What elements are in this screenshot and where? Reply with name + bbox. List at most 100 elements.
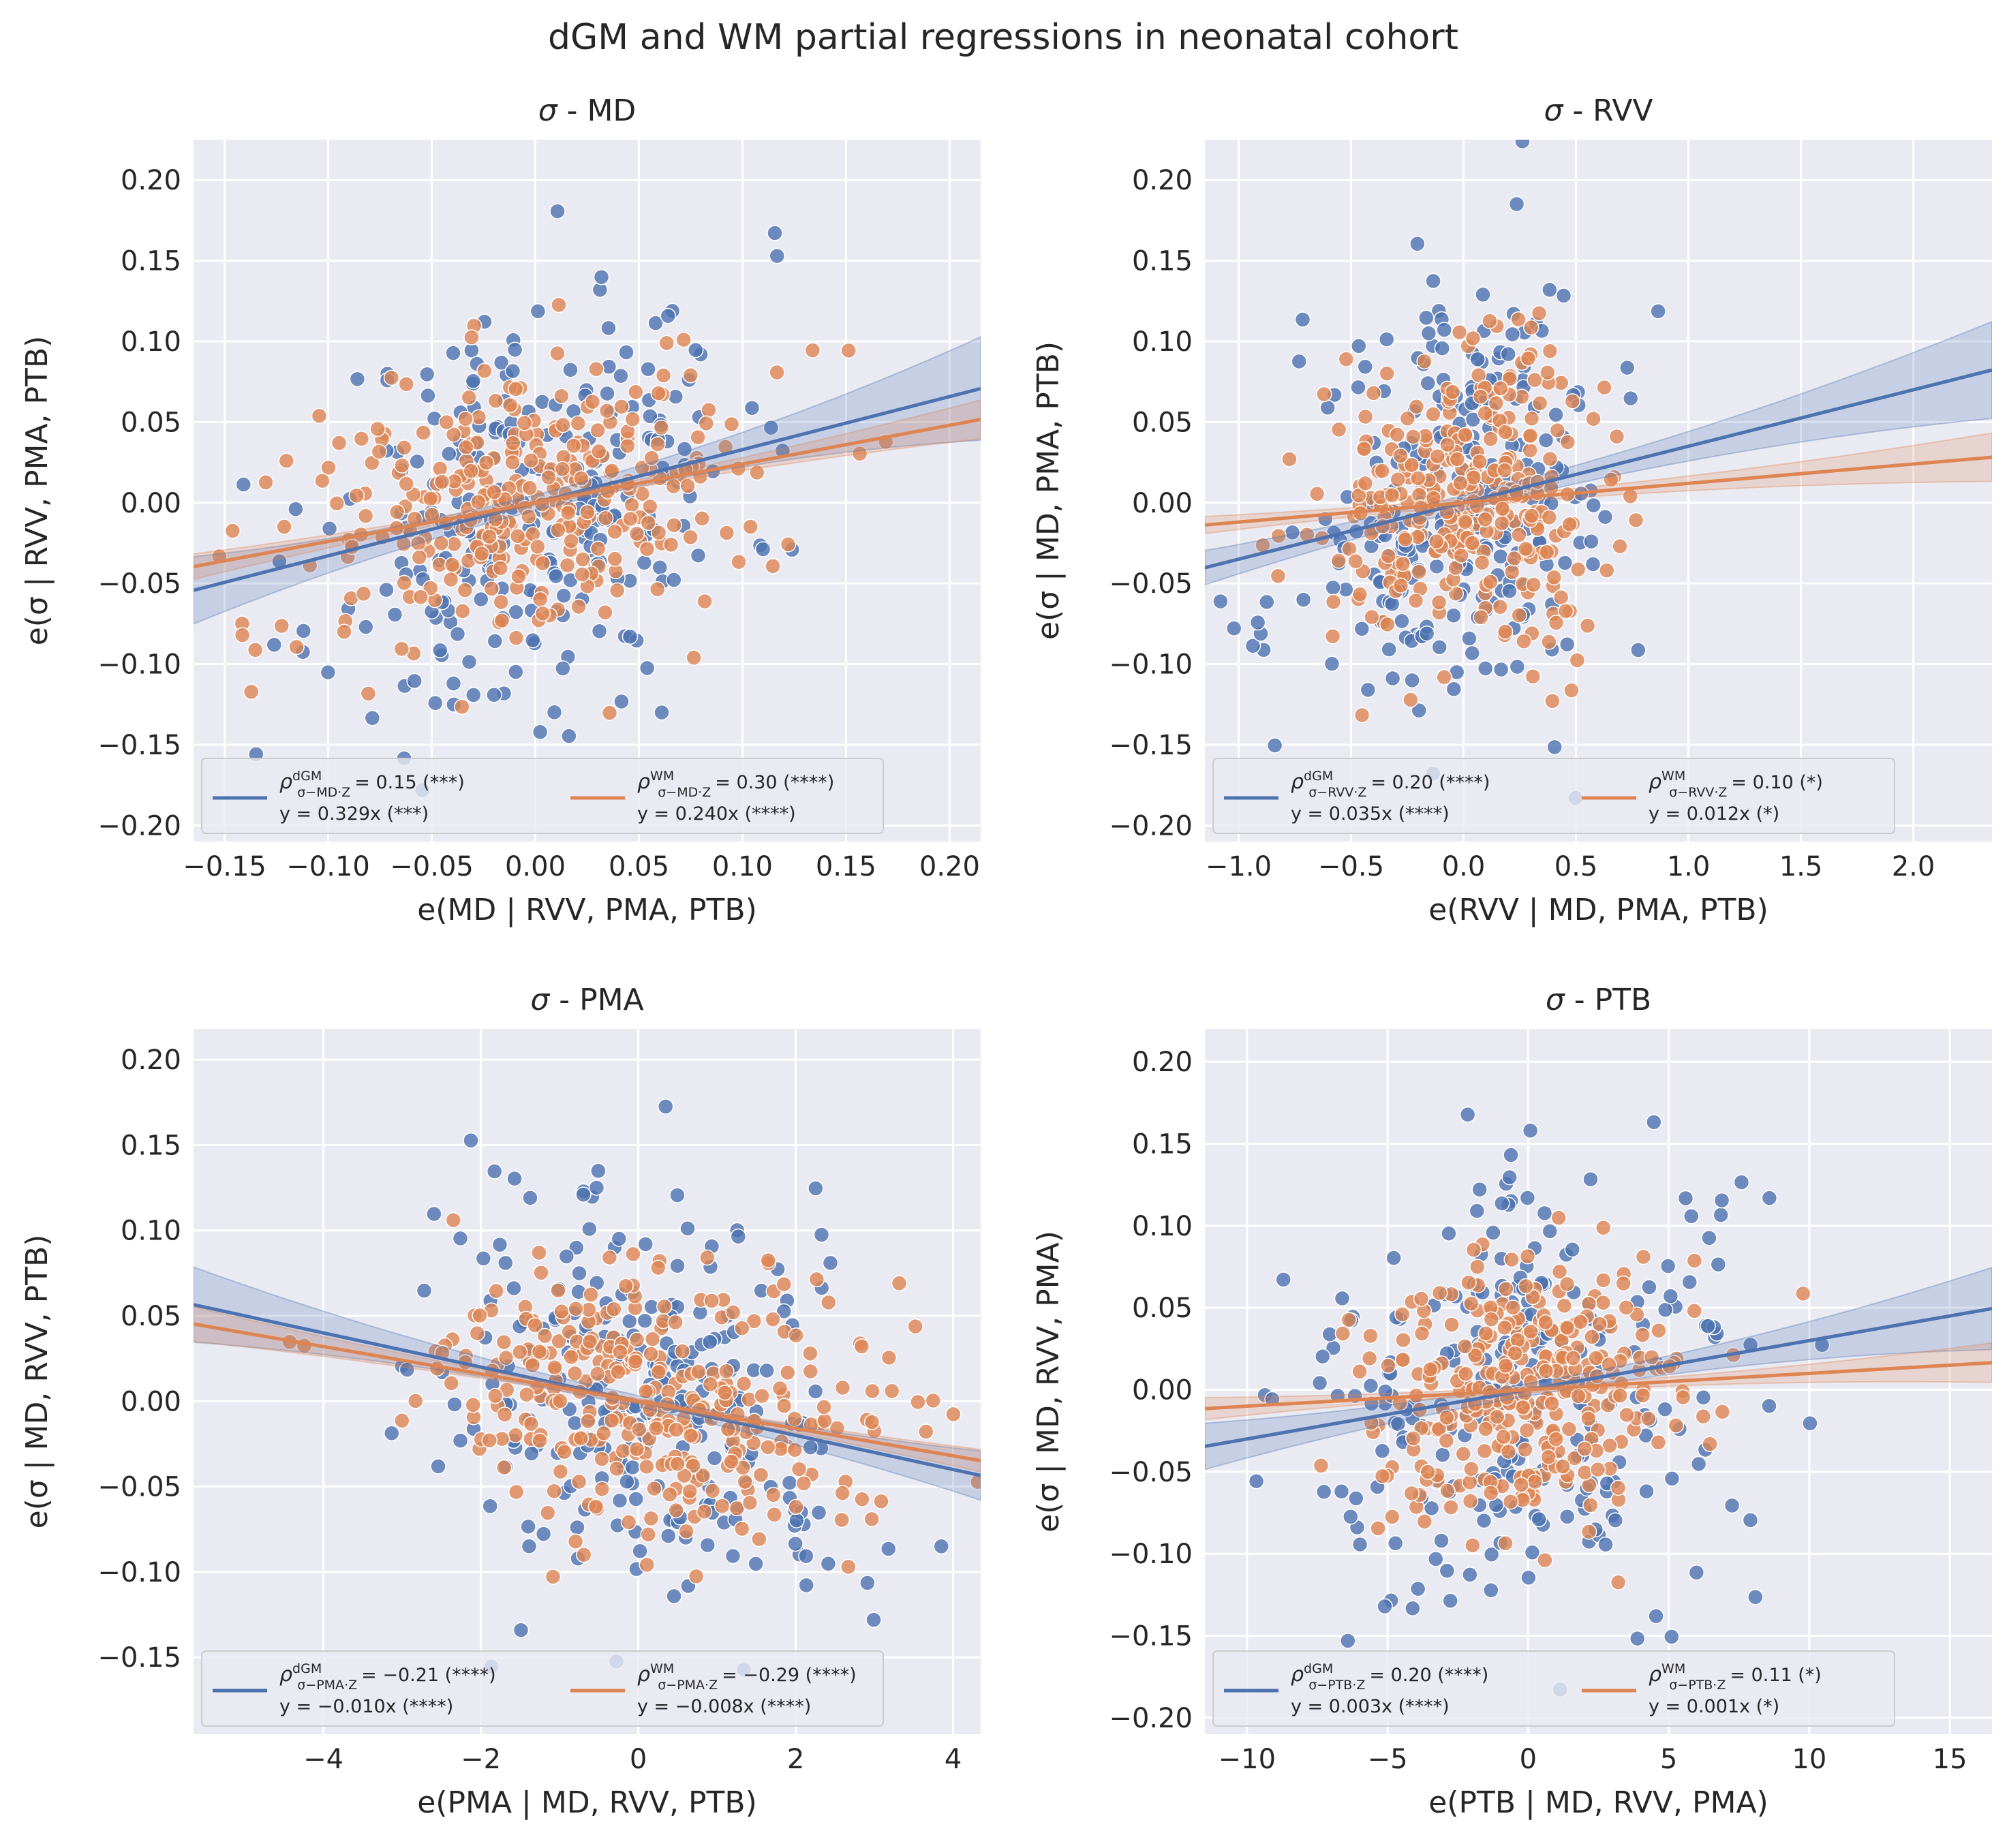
data-point: [547, 568, 564, 585]
data-point: [555, 587, 572, 604]
data-point: [798, 1547, 814, 1565]
data-point: [1503, 1251, 1520, 1268]
data-point: [493, 354, 510, 371]
data-point: [1370, 1520, 1386, 1537]
data-point: [640, 1526, 656, 1543]
legend-rho-label: ρWM σ−PMA·Z = −0.29 (****): [637, 1661, 857, 1693]
data-point: [493, 613, 510, 629]
data-point: [1522, 319, 1539, 336]
legend: ρdGM σ−PMA·Z = −0.21 (****) y = −0.010x (**…: [201, 1650, 884, 1727]
data-point: [1525, 668, 1542, 685]
data-point: [1467, 1347, 1484, 1364]
data-point: [521, 1538, 538, 1554]
data-point: [497, 1349, 515, 1366]
data-point: [1503, 1147, 1519, 1163]
data-point: [1420, 375, 1437, 392]
data-point: [415, 425, 431, 441]
data-point: [725, 1304, 741, 1321]
data-point: [1311, 1374, 1328, 1391]
x-tick-label: −10: [1219, 1744, 1276, 1775]
data-point: [1469, 1203, 1486, 1219]
data-point: [492, 559, 509, 576]
data-point: [1520, 350, 1537, 367]
data-point: [1519, 1190, 1536, 1206]
data-point: [1471, 1181, 1488, 1198]
data-point: [311, 407, 328, 425]
data-point: [1569, 652, 1586, 668]
data-point: [678, 1523, 694, 1540]
data-point: [465, 687, 482, 703]
data-point: [1394, 613, 1410, 630]
data-point: [570, 598, 587, 615]
data-point: [555, 660, 571, 677]
data-point: [1451, 324, 1468, 341]
data-point: [751, 1530, 767, 1547]
data-point: [609, 1460, 625, 1477]
data-point: [1472, 388, 1489, 405]
data-point: [1514, 1399, 1531, 1416]
data-point: [1323, 656, 1340, 672]
data-point: [1596, 379, 1612, 396]
data-point: [553, 388, 570, 405]
data-point: [1392, 447, 1409, 464]
data-point: [1456, 1338, 1473, 1355]
y-tick-label: 0.15: [121, 1130, 181, 1161]
data-point: [702, 1376, 719, 1393]
data-point: [571, 1265, 587, 1282]
data-point: [278, 452, 295, 469]
data-point: [613, 367, 629, 384]
data-point: [1523, 410, 1540, 427]
data-point: [478, 455, 495, 471]
data-point: [1416, 353, 1433, 370]
data-point: [1338, 351, 1355, 367]
data-point: [589, 1366, 606, 1382]
data-point: [1563, 682, 1580, 698]
data-point: [534, 555, 551, 572]
y-tick-label: 0.00: [1132, 1375, 1193, 1406]
data-point: [1411, 564, 1427, 580]
data-point: [1761, 1398, 1777, 1415]
data-point: [438, 414, 455, 431]
data-point: [481, 528, 497, 545]
data-point: [754, 1387, 770, 1404]
data-point: [703, 1293, 720, 1309]
plot-content: [1205, 140, 1992, 806]
data-point: [540, 469, 557, 486]
data-point: [620, 1514, 637, 1530]
data-point: [653, 419, 670, 436]
data-point: [524, 1357, 541, 1374]
y-tick-label: −0.10: [1109, 649, 1193, 681]
data-point: [1518, 1422, 1535, 1438]
data-point: [1397, 531, 1413, 548]
data-point: [1281, 451, 1298, 467]
data-point: [1511, 607, 1527, 623]
data-point: [1566, 1450, 1583, 1466]
data-point: [625, 1246, 641, 1263]
x-tick-label: −4: [303, 1744, 343, 1775]
data-point: [718, 525, 735, 541]
data-point: [523, 452, 539, 469]
data-point: [473, 591, 489, 608]
data-point: [1477, 660, 1494, 677]
data-point: [1330, 553, 1347, 569]
data-point: [560, 504, 577, 521]
data-point: [1457, 427, 1473, 444]
y-tick-label: −0.15: [97, 1642, 181, 1674]
data-point: [487, 392, 504, 409]
data-point: [1473, 609, 1489, 626]
data-point: [1531, 395, 1548, 412]
data-point: [1659, 1258, 1676, 1274]
y-tick-label: 0.05: [121, 407, 181, 438]
data-point: [1548, 615, 1565, 631]
data-point: [1351, 1536, 1368, 1553]
data-point: [1340, 1633, 1356, 1649]
data-point: [1504, 564, 1520, 581]
data-point: [714, 1498, 731, 1514]
y-tick-label: 0.10: [121, 1216, 181, 1247]
data-point: [566, 1365, 583, 1382]
data-point: [497, 1254, 514, 1272]
data-point: [1453, 547, 1469, 564]
data-point: [1405, 1430, 1422, 1447]
data-point: [411, 549, 428, 566]
data-point: [1494, 501, 1511, 517]
